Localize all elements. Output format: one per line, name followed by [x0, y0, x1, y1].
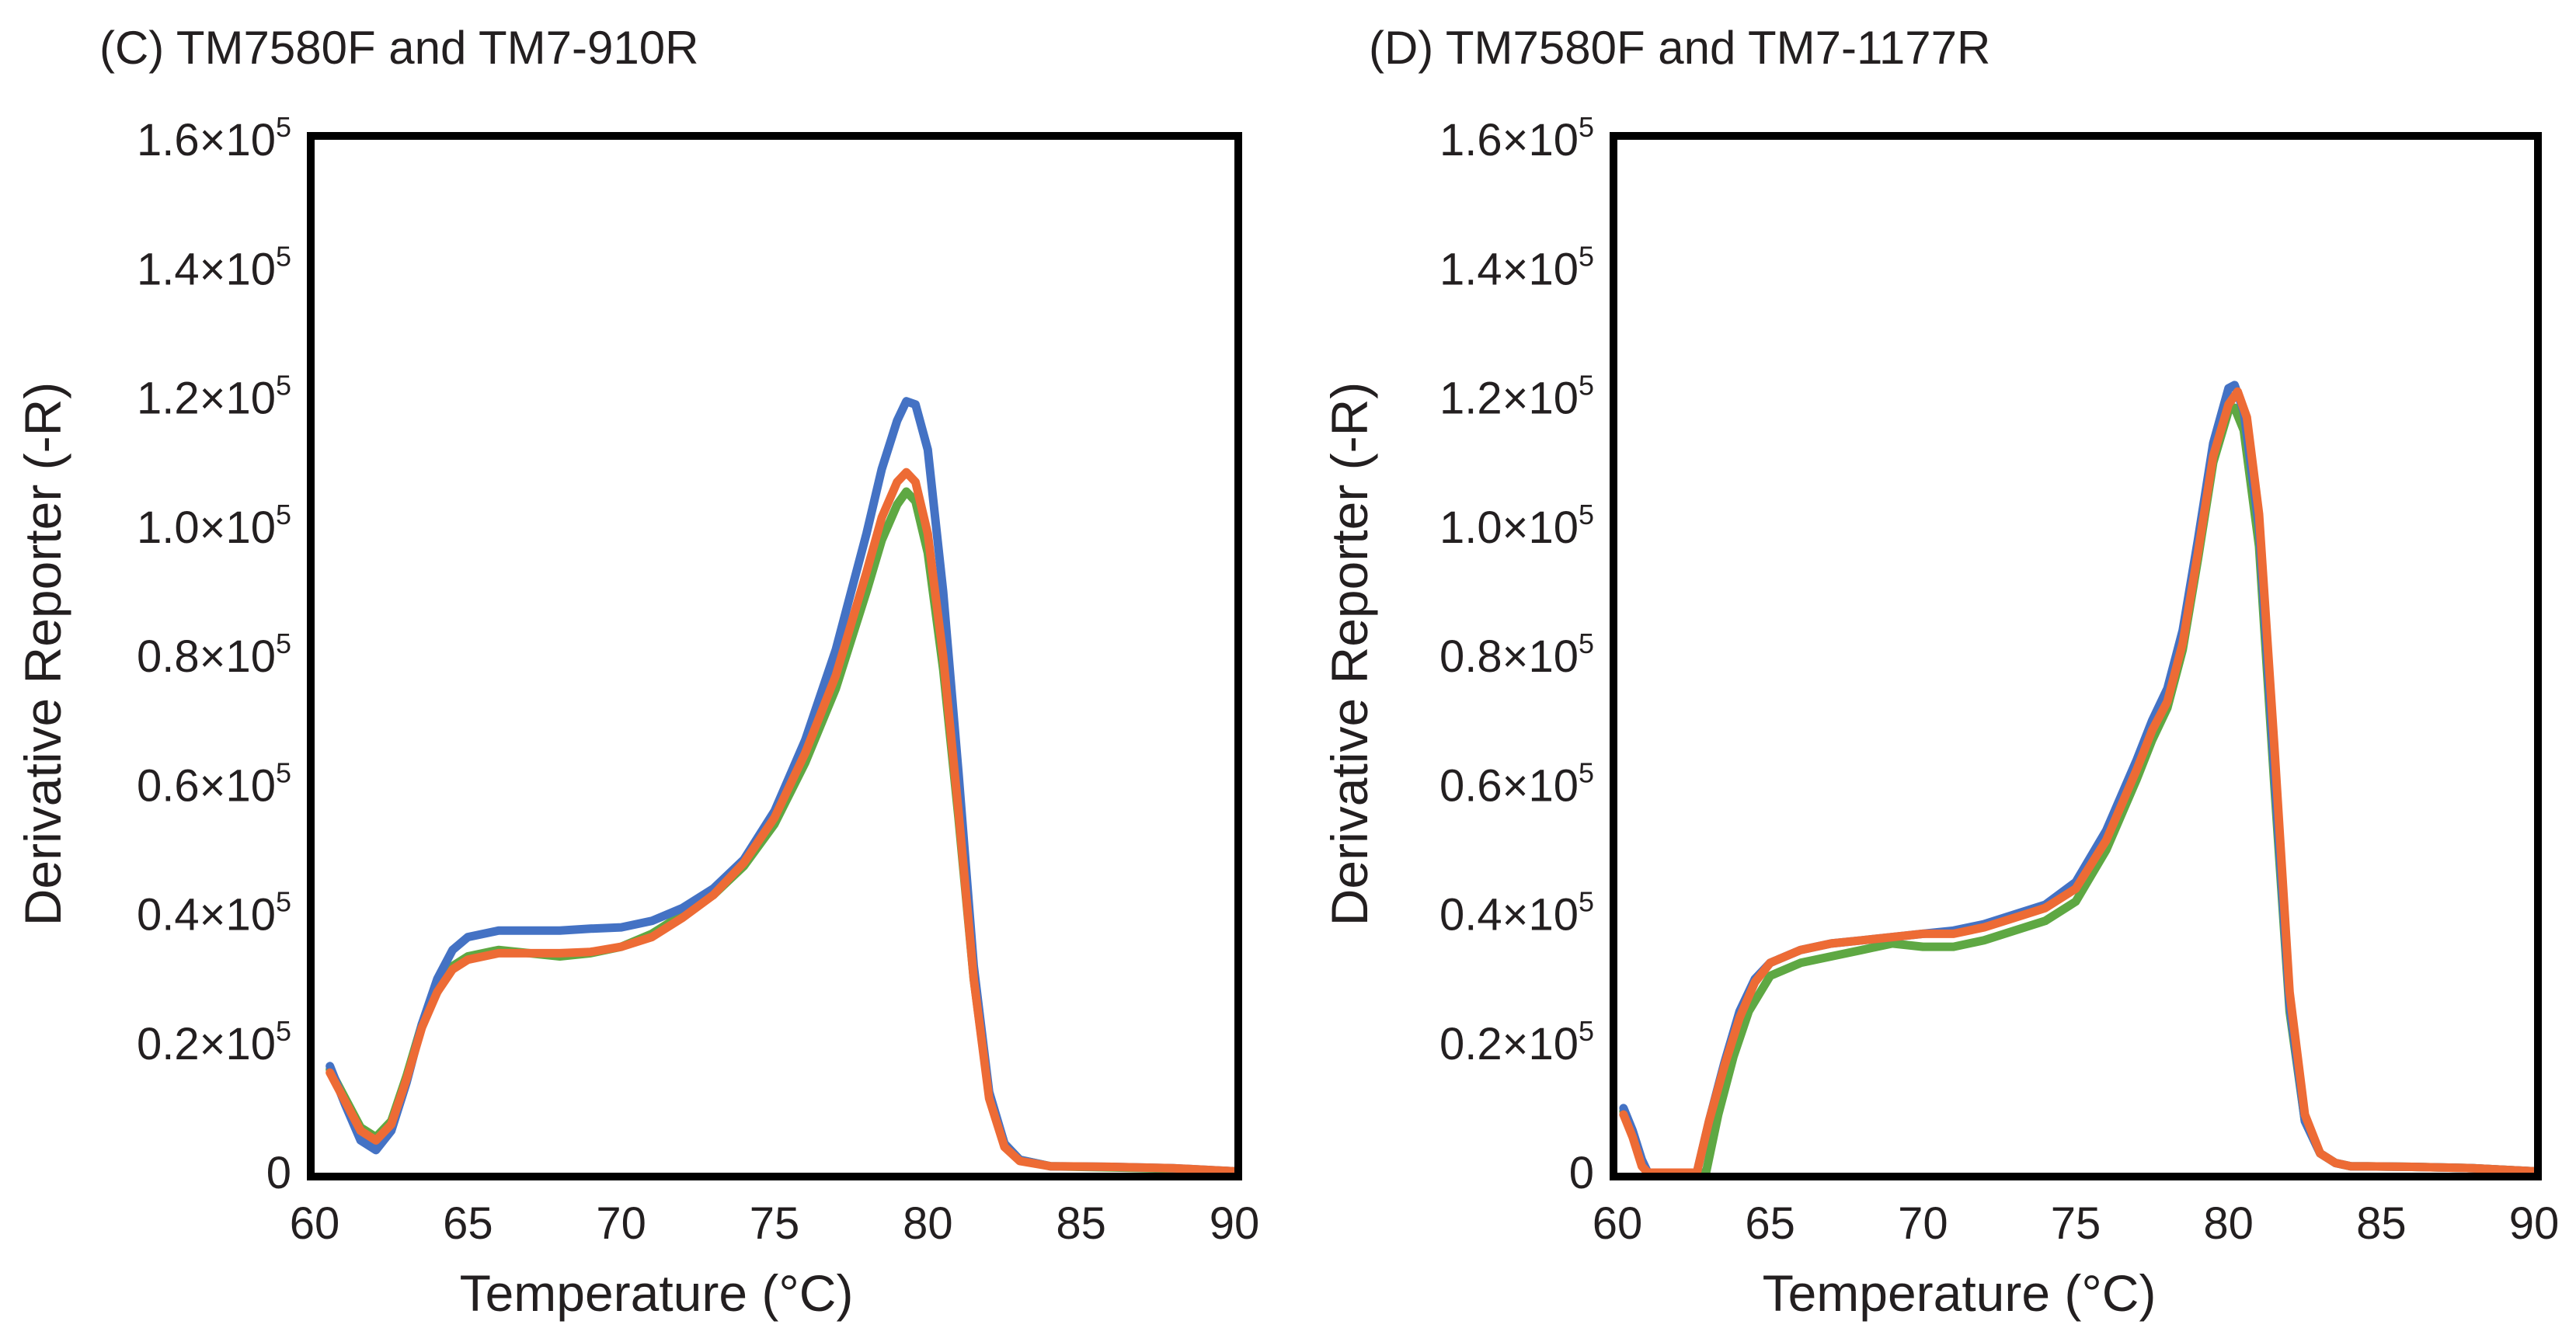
x-tick-label: 85 [2356, 1198, 2407, 1249]
series-group [1619, 381, 2539, 1177]
series-line-sample-orange [325, 468, 1239, 1176]
plot-frame [307, 132, 1242, 1180]
series-line-sample-blue [325, 397, 1239, 1176]
y-tick-label: 0.2×105 [1439, 1015, 1594, 1069]
x-tick-label: 85 [1056, 1198, 1106, 1249]
x-tick-label: 60 [1593, 1198, 1643, 1249]
series-line-sample-blue [1619, 381, 2539, 1177]
y-axis-label: Derivative Reporter (-R) [1321, 382, 1378, 926]
x-axis-label: Temperature (°C) [1763, 1264, 2157, 1322]
x-axis-label: Temperature (°C) [460, 1264, 854, 1322]
chart-title: (C) TM7580F and TM7-910R [99, 22, 698, 74]
series-group [325, 397, 1239, 1176]
series-line-sample-green [325, 487, 1239, 1176]
x-tick-label: 75 [750, 1198, 800, 1249]
chart-panel-c: (C) TM7580F and TM7-910R Derivative Repo… [14, 22, 1259, 1322]
x-tick-label: 65 [443, 1198, 493, 1249]
y-tick-labels: 0 0.2×105 0.4×105 0.6×105 0.8×105 1.0×105 1.2×… [1439, 111, 1594, 1198]
y-tick-labels: 0 0.2×105 0.4×105 0.6×105 0.8×105 1.0×105 1.2×… [137, 111, 291, 1198]
y-tick-label: 1.4×105 [137, 240, 291, 294]
x-tick-label: 75 [2051, 1198, 2101, 1249]
y-tick-label: 0.6×105 [1439, 756, 1594, 811]
plot-frame [1610, 132, 2542, 1180]
series-line-sample-green [1619, 403, 2539, 1177]
x-tick-label: 80 [903, 1198, 953, 1249]
x-tick-label: 70 [596, 1198, 646, 1249]
chart-title: (D) TM7580F and TM7-1177R [1369, 22, 1990, 74]
x-tick-label: 90 [1210, 1198, 1260, 1249]
x-tick-label: 70 [1898, 1198, 1948, 1249]
series-line-sample-orange [1619, 387, 2539, 1177]
y-tick-label: 0.4×105 [137, 886, 291, 940]
y-tick-label: 1.6×105 [137, 111, 291, 165]
x-tick-labels: 60 65 70 75 80 85 90 [1593, 1198, 2560, 1249]
x-tick-label: 90 [2509, 1198, 2560, 1249]
y-tick-label: 1.2×105 [1439, 370, 1594, 424]
y-tick-label: 0.2×105 [137, 1015, 291, 1069]
x-tick-label: 65 [1745, 1198, 1795, 1249]
y-tick-label: 0 [1569, 1148, 1594, 1198]
y-tick-label: 0 [266, 1148, 291, 1198]
y-tick-label: 0.4×105 [1439, 886, 1594, 940]
x-tick-label: 80 [2203, 1198, 2254, 1249]
y-tick-label: 1.0×105 [1439, 499, 1594, 553]
x-tick-labels: 60 65 70 75 80 85 90 [290, 1198, 1260, 1249]
y-tick-label: 1.6×105 [1439, 111, 1594, 165]
chart-panel-d: (D) TM7580F and TM7-1177R Derivative Rep… [1321, 22, 2559, 1322]
y-tick-label: 1.2×105 [137, 370, 291, 424]
y-tick-label: 0.6×105 [137, 756, 291, 811]
y-tick-label: 0.8×105 [1439, 628, 1594, 682]
y-tick-label: 1.4×105 [1439, 240, 1594, 294]
y-tick-label: 1.0×105 [137, 499, 291, 553]
y-axis-label: Derivative Reporter (-R) [14, 382, 71, 926]
x-tick-label: 60 [290, 1198, 340, 1249]
y-tick-label: 0.8×105 [137, 628, 291, 682]
